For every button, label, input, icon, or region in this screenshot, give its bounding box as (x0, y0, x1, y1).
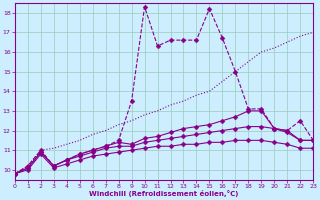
X-axis label: Windchill (Refroidissement éolien,°C): Windchill (Refroidissement éolien,°C) (89, 190, 239, 197)
